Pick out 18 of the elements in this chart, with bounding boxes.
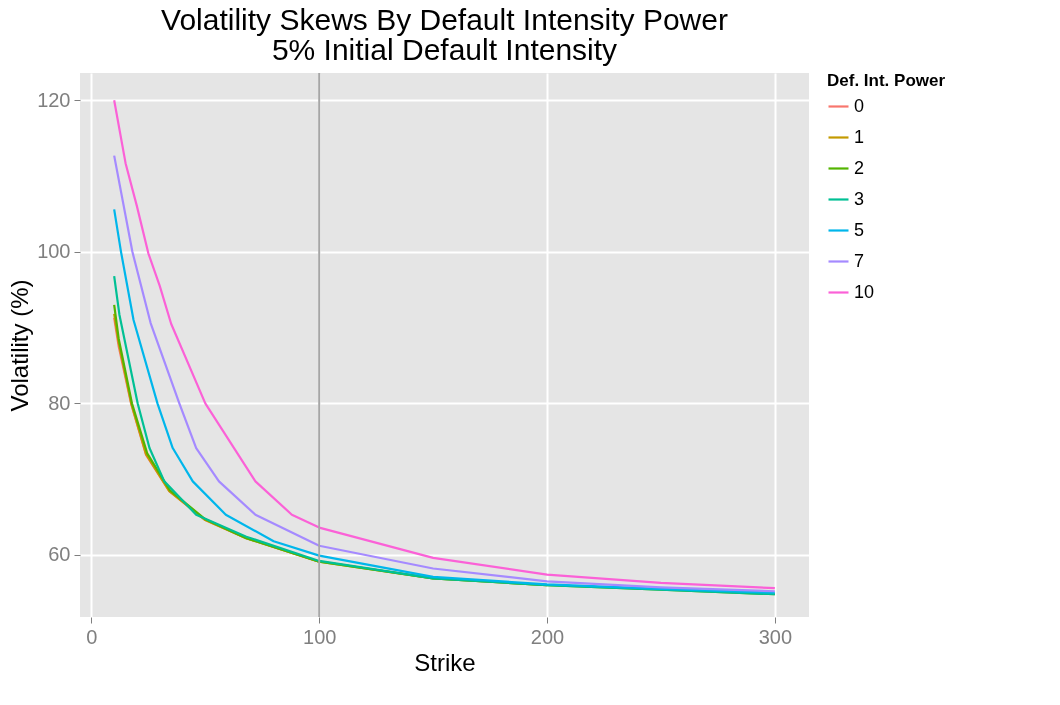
legend-label: 2: [854, 157, 865, 178]
legend-label: 10: [854, 281, 875, 302]
x-tick-label: 100: [303, 625, 337, 648]
y-tick-label: 60: [48, 543, 71, 566]
legend-label: 1: [854, 126, 865, 147]
x-tick-label: 200: [530, 625, 565, 648]
y-tick-label: 80: [48, 391, 71, 414]
legend-label: 0: [854, 95, 865, 116]
y-tick-label: 120: [37, 88, 71, 111]
y-tick-label: 100: [37, 240, 71, 263]
y-axis-title: Volatility (%): [6, 279, 34, 412]
legend-label: 7: [854, 250, 865, 271]
x-tick-label: 300: [758, 625, 793, 648]
legend-label: 3: [854, 188, 865, 209]
legend-title: Def. Int. Power: [827, 71, 946, 90]
x-tick-label: 0: [86, 625, 98, 648]
x-axis-title: Strike: [414, 648, 476, 676]
legend-label: 5: [854, 219, 865, 240]
